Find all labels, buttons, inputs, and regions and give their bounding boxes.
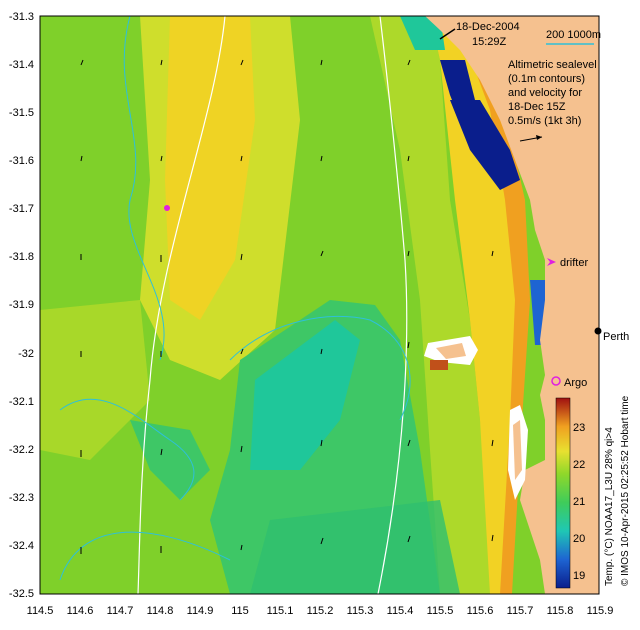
date-label: 18-Dec-2004 <box>456 21 520 33</box>
y-tick-label: -32.5 <box>9 588 34 600</box>
x-tick-label: 115.4 <box>387 605 414 617</box>
x-tick-label: 115.9 <box>587 605 614 617</box>
drifter-point-marker <box>164 205 170 211</box>
velocity-scale-arrow-icon <box>519 135 543 142</box>
y-tick-label: -32.4 <box>9 540 34 552</box>
x-axis: 114.5 114.6 114.7 114.8 114.9 115 115.1 … <box>27 605 614 617</box>
perth-label: Perth <box>603 331 629 343</box>
x-tick-label: 115.6 <box>467 605 494 617</box>
x-tick-label: 114.9 <box>187 605 214 617</box>
colorbar-tick: 20 <box>573 533 585 545</box>
legend-line-1: Altimetric sealevel <box>508 59 597 71</box>
credit-label: © IMOS 10-Apr-2015 02:25:52 Hobart time <box>620 395 631 586</box>
legend-line-3: and velocity for <box>508 87 582 99</box>
y-tick-label: -31.3 <box>9 11 34 23</box>
x-tick-label: 115.1 <box>267 605 294 617</box>
time-label: 15:29Z <box>472 36 507 48</box>
date-pointer-icon <box>439 28 456 40</box>
colorbar-tick: 22 <box>573 459 585 471</box>
x-tick-label: 114.5 <box>27 605 54 617</box>
colorbar-tick: 23 <box>573 422 585 434</box>
colorbar-title: Temp. (°C) NOAA17_L3U 28% qi>4 <box>604 427 615 586</box>
x-tick-label: 115.3 <box>347 605 374 617</box>
colorbar <box>555 397 571 589</box>
y-tick-label: -31.9 <box>9 299 34 311</box>
y-tick-label: -31.7 <box>9 203 34 215</box>
scale-label: 200 1000m <box>546 29 601 41</box>
y-tick-label: -31.6 <box>9 155 34 167</box>
drifter-label: drifter <box>560 257 588 269</box>
x-tick-label: 114.6 <box>67 605 94 617</box>
y-tick-label: -32.2 <box>9 444 34 456</box>
drifter-arrow-icon <box>547 258 556 266</box>
argo-label: Argo <box>564 377 587 389</box>
x-tick-label: 115.7 <box>507 605 534 617</box>
colorbar-tick: 21 <box>573 496 585 508</box>
legend-line-2: (0.1m contours) <box>508 73 585 85</box>
legend-line-5: 0.5m/s (1kt 3h) <box>508 115 581 127</box>
y-tick-label: -31.5 <box>9 107 34 119</box>
y-tick-label: -32 <box>18 348 34 360</box>
y-tick-label: -31.4 <box>9 59 34 71</box>
y-axis: -31.3 -31.4 -31.5 -31.6 -31.7 -31.8 -31.… <box>9 11 34 600</box>
argo-marker <box>551 376 561 386</box>
x-tick-label: 115.5 <box>427 605 454 617</box>
x-tick-label: 115.8 <box>547 605 574 617</box>
x-tick-label: 114.7 <box>107 605 134 617</box>
y-tick-label: -31.8 <box>9 251 34 263</box>
sst-field <box>40 16 599 594</box>
colorbar-tick: 19 <box>573 570 585 582</box>
perth-marker <box>594 327 602 335</box>
x-tick-label: 114.8 <box>147 605 174 617</box>
y-tick-label: -32.1 <box>9 396 34 408</box>
y-tick-label: -32.3 <box>9 492 34 504</box>
x-tick-label: 115 <box>231 605 249 617</box>
legend-line-4: 18-Dec 15Z <box>508 101 566 113</box>
x-tick-label: 115.2 <box>307 605 334 617</box>
